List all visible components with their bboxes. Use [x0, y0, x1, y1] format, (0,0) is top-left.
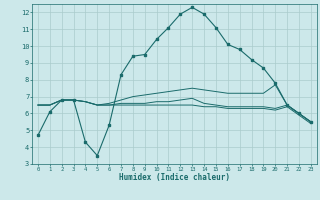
X-axis label: Humidex (Indice chaleur): Humidex (Indice chaleur)	[119, 173, 230, 182]
